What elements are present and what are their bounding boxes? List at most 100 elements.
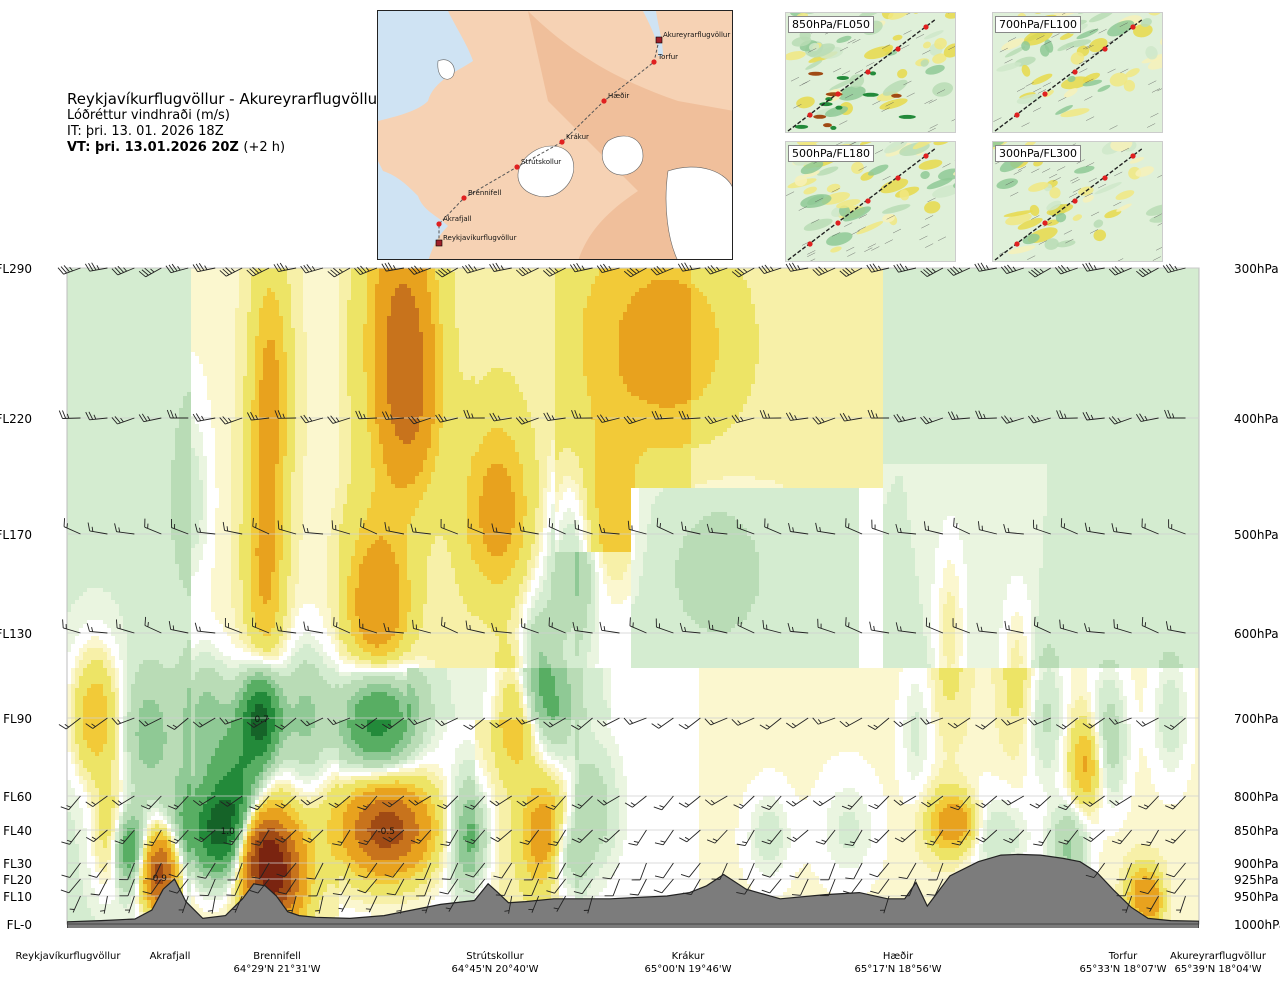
flight-level-label: FL90 bbox=[3, 712, 32, 726]
station-name: Hæðir bbox=[883, 951, 914, 962]
thumbnail-field-patch bbox=[862, 92, 879, 97]
thumbnail-barb bbox=[841, 70, 851, 75]
wind-barb bbox=[277, 878, 297, 895]
wind-barb bbox=[192, 413, 216, 422]
wind-barb bbox=[1084, 623, 1105, 634]
wind-barb bbox=[679, 829, 701, 843]
velocity-band bbox=[67, 352, 1195, 928]
flight-level-label: FL60 bbox=[3, 790, 32, 804]
thumbnail-route bbox=[787, 18, 937, 132]
wind-barb bbox=[489, 262, 512, 272]
station-name: Reykjavíkurflugvöllur bbox=[16, 950, 122, 962]
thumbnail-barb bbox=[847, 252, 856, 257]
wind-barb bbox=[737, 616, 755, 634]
wind-barb bbox=[437, 795, 459, 810]
thumbnail-field-patch bbox=[864, 46, 893, 60]
thumbnail-barb bbox=[1157, 223, 1162, 226]
wind-barb bbox=[355, 717, 378, 730]
value-label: -0.5 bbox=[377, 827, 395, 837]
wind-barb bbox=[515, 266, 539, 277]
waypoint-label: Hæðir bbox=[608, 92, 629, 100]
wind-barb bbox=[974, 262, 997, 272]
wind-barb bbox=[1057, 795, 1079, 811]
velocity-band bbox=[67, 268, 1199, 928]
wind-barb bbox=[869, 621, 890, 634]
thumbnail-barb bbox=[1049, 173, 1058, 179]
wind-barb bbox=[332, 878, 351, 896]
thumbnail-barb bbox=[851, 230, 860, 235]
wind-barb bbox=[166, 409, 189, 419]
wind-barb bbox=[274, 717, 297, 730]
wind-barb bbox=[895, 523, 917, 535]
wind-barb bbox=[920, 717, 944, 725]
wind-barb bbox=[440, 518, 458, 535]
thumbnail-barb bbox=[1072, 188, 1082, 193]
wind-barb bbox=[516, 795, 539, 807]
wind-barb bbox=[1108, 266, 1132, 276]
wind-barb bbox=[866, 263, 890, 273]
wind-barb bbox=[569, 263, 593, 273]
wind-barb bbox=[572, 621, 593, 634]
wind-barb bbox=[90, 878, 108, 896]
thumbnail-field-patch bbox=[1001, 38, 1025, 51]
wind-barb bbox=[327, 717, 351, 726]
thumbnail-barb bbox=[839, 46, 849, 52]
station-name: Brennifell bbox=[253, 951, 301, 962]
thumbnail-field-patch bbox=[932, 53, 947, 64]
wind-barb bbox=[87, 522, 108, 535]
wind-barb bbox=[274, 410, 297, 419]
wind-barb bbox=[178, 895, 189, 914]
thumbnail-barb bbox=[884, 239, 893, 244]
thumbnail-barb bbox=[1097, 183, 1107, 189]
wind-barb bbox=[812, 266, 836, 276]
wind-barb bbox=[491, 523, 512, 535]
wind-barb bbox=[518, 522, 539, 535]
thumbnail-barb bbox=[844, 222, 853, 227]
wind-barb bbox=[598, 524, 620, 535]
thumbnail-barb bbox=[1065, 46, 1075, 51]
wind-barb bbox=[921, 795, 944, 808]
wind-barb bbox=[1082, 795, 1105, 807]
thumbnail-barb bbox=[846, 246, 855, 252]
thumbnail-barb bbox=[925, 243, 934, 248]
thumbnail-barb bbox=[1065, 238, 1074, 244]
wind-barb bbox=[975, 795, 998, 809]
wind-barb bbox=[222, 521, 243, 535]
wind-barb bbox=[599, 621, 620, 634]
thumbnail-field-patch bbox=[794, 124, 809, 129]
pressure-label: 900hPa bbox=[1234, 857, 1279, 871]
thumbnail-barb bbox=[1070, 177, 1079, 182]
thumbnail-barb bbox=[793, 104, 802, 109]
wind-barb bbox=[396, 895, 405, 914]
thumbnail-field-patch bbox=[1024, 142, 1036, 147]
thumbnail-barb bbox=[1148, 80, 1157, 85]
thumbnail-field-patch bbox=[1147, 53, 1162, 70]
wind-barb bbox=[144, 518, 162, 535]
wind-barb bbox=[571, 717, 593, 730]
wind-barb bbox=[138, 267, 162, 278]
thumbnail-barb bbox=[1031, 215, 1040, 220]
wind-barb bbox=[920, 415, 944, 425]
thumbnail-field-patch bbox=[1070, 52, 1085, 65]
wind-barb bbox=[523, 862, 540, 881]
wind-barb bbox=[1083, 829, 1105, 842]
thumbnail-barb bbox=[864, 247, 873, 252]
wind-barb bbox=[842, 878, 863, 894]
wind-barb bbox=[602, 862, 620, 880]
thumbnail-field-patch bbox=[819, 102, 833, 107]
wind-barb bbox=[60, 795, 81, 811]
wind-barb bbox=[300, 264, 324, 274]
wind-barb bbox=[303, 621, 324, 634]
thumbnail-barb bbox=[1033, 87, 1042, 93]
thumbnail-barb bbox=[882, 175, 891, 181]
wind-barb bbox=[976, 622, 997, 634]
waypoint-label: Strútskollur bbox=[521, 158, 561, 166]
wind-barb bbox=[308, 878, 324, 897]
thumbnail-field-patch bbox=[1003, 210, 1033, 217]
value-label: 0.9 bbox=[153, 874, 168, 884]
station-coordinates: 64°29'N 21°31'W bbox=[234, 964, 321, 975]
thumbnail-field-patch bbox=[835, 105, 843, 110]
thumbnail-waypoint bbox=[895, 46, 901, 52]
thumbnail-field-patch bbox=[1097, 84, 1111, 92]
wind-barb bbox=[358, 618, 378, 634]
